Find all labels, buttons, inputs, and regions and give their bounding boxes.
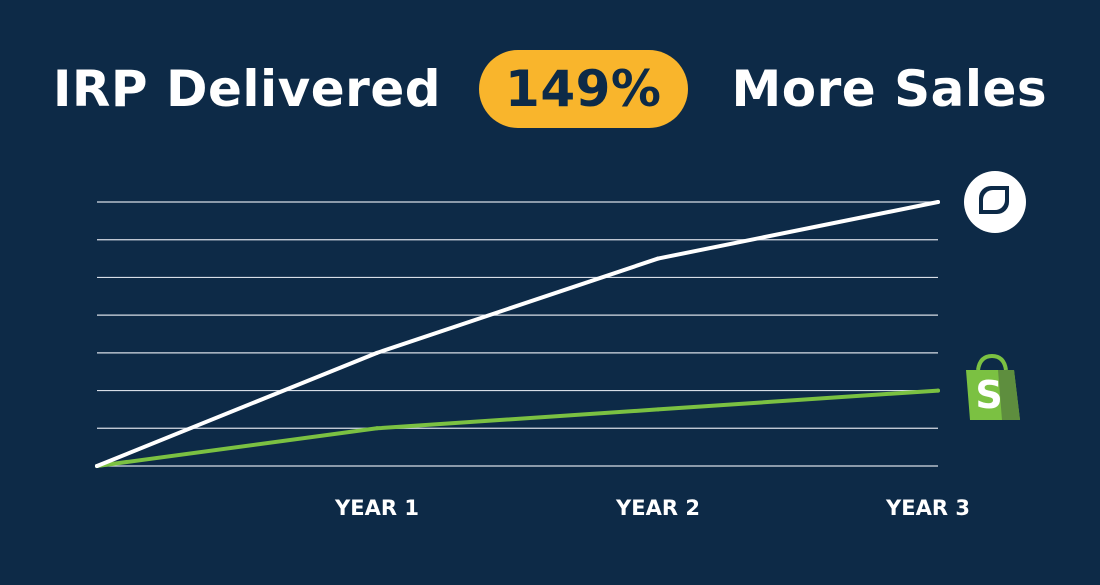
gridlines [97, 201, 938, 467]
shopify-series-line [95, 388, 940, 468]
shopify-point [656, 407, 660, 412]
x-tick-label: YEAR 3 [885, 496, 970, 520]
highlight-badge: 149% [479, 50, 688, 128]
shopify-logo-icon: S [966, 353, 1020, 420]
shopify-point [936, 388, 940, 393]
headline-suffix: More Sales [731, 60, 1048, 118]
irp-point [656, 256, 660, 261]
x-axis-ticks: YEAR 1 YEAR 2 YEAR 3 [334, 496, 970, 520]
irp-series-line [95, 200, 940, 468]
irp-point [375, 350, 379, 355]
series-lines [95, 200, 940, 468]
irp-logo-icon [964, 171, 1026, 233]
irp-point [936, 200, 940, 204]
shopify-point [375, 426, 379, 431]
svg-text:S: S [975, 373, 1002, 417]
x-tick-label: YEAR 1 [334, 496, 419, 520]
x-tick-label: YEAR 2 [615, 496, 700, 520]
headline: IRP Delivered 149% More Sales [0, 44, 1100, 134]
irp-point [95, 464, 99, 468]
headline-prefix: IRP Delivered [52, 60, 442, 118]
